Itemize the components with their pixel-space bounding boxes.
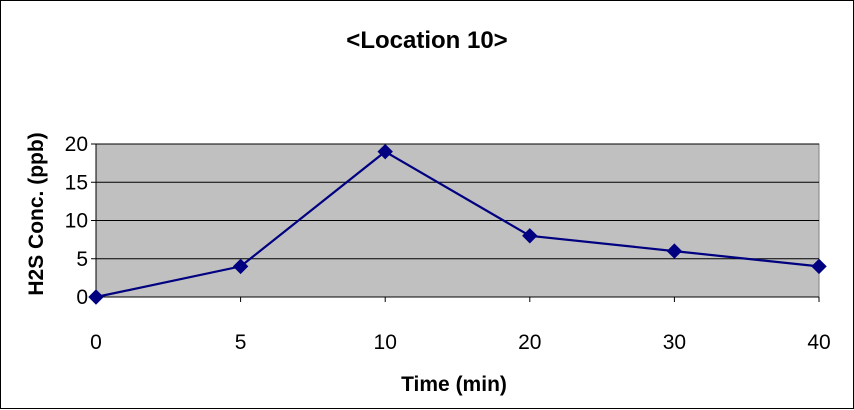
y-tick-label: 15 [65, 171, 88, 194]
x-axis-title: Time (min) [401, 373, 507, 396]
y-tick-label: 5 [76, 248, 88, 271]
y-tick-label: 20 [65, 133, 88, 156]
x-tick-label: 20 [518, 331, 541, 354]
data-point-marker [522, 228, 538, 244]
x-axis-ticks: 0 5 10 20 30 40 [90, 297, 831, 354]
x-tick-label: 10 [374, 331, 397, 354]
x-tick-label: 30 [663, 331, 686, 354]
series-line [95, 150, 820, 299]
data-point-marker [811, 258, 827, 275]
data-point-marker [232, 258, 249, 275]
y-axis-title: H2S Conc. (ppb) [25, 132, 48, 295]
x-tick-label: 40 [807, 331, 830, 354]
y-tick-label: 0 [76, 286, 88, 309]
x-tick-label: 5 [235, 331, 247, 354]
data-point-marker [666, 243, 683, 259]
y-axis-ticks: 0 5 10 15 20 [65, 133, 96, 309]
data-point-marker [88, 289, 104, 305]
series-layer [88, 143, 827, 305]
data-point-marker [377, 143, 393, 160]
x-tick-label: 0 [90, 331, 102, 354]
y-tick-label: 10 [65, 210, 88, 233]
chart-title: <Location 10> [346, 27, 507, 54]
